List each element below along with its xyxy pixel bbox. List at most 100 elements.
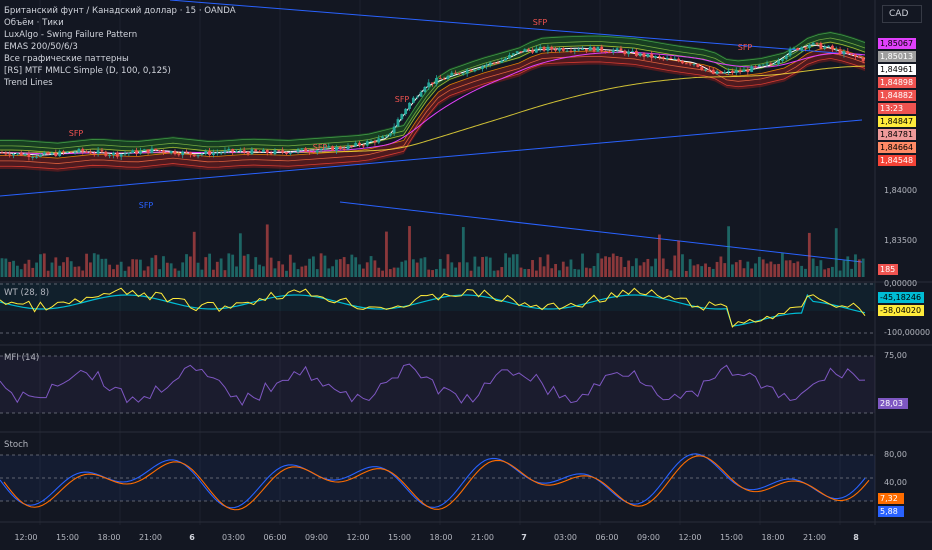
- volume-bar: [458, 262, 461, 277]
- volume-bar: [669, 270, 673, 277]
- candle-body: [142, 149, 146, 151]
- volume-bar: [269, 257, 273, 277]
- volume-bar: [554, 264, 557, 277]
- candle-body: [435, 77, 438, 84]
- time-axis-label: 21:00: [138, 533, 163, 542]
- volume-bar: [546, 254, 550, 277]
- candle-body: [4, 152, 8, 155]
- volume-bar: [200, 269, 204, 277]
- candle-body: [404, 108, 408, 115]
- candle-body: [131, 150, 135, 153]
- candle-body: [454, 72, 458, 74]
- candle-body: [757, 64, 761, 67]
- candle-body: [542, 46, 546, 51]
- candle-body: [788, 48, 792, 56]
- candle-body: [485, 64, 488, 67]
- volume-bar: [861, 258, 865, 277]
- volume-bar: [711, 268, 715, 277]
- candle-body: [173, 150, 177, 155]
- volume-bar: [842, 260, 846, 277]
- candle-body: [446, 75, 450, 79]
- candle-body: [611, 50, 615, 53]
- volume-bar: [185, 254, 188, 277]
- volume-bar: [131, 259, 135, 277]
- volume-bar: [100, 258, 104, 277]
- candle-body: [69, 151, 73, 153]
- candle-body: [323, 146, 327, 150]
- candle-body: [42, 152, 46, 155]
- volume-bar: [246, 254, 250, 277]
- volume-bar: [346, 264, 350, 277]
- candle-body: [196, 154, 200, 157]
- candle-body: [811, 42, 815, 45]
- candle-body: [773, 63, 777, 65]
- candle-body: [677, 58, 681, 61]
- volume-bar: [385, 231, 388, 277]
- candle-body: [719, 71, 723, 74]
- candle-body: [373, 140, 377, 143]
- candle-body: [350, 145, 354, 147]
- candle-body: [242, 150, 246, 153]
- volume-bar: [404, 260, 408, 277]
- candle-body: [208, 151, 211, 156]
- candle-body: [546, 46, 550, 51]
- candle-body: [642, 53, 646, 57]
- candle-body: [292, 151, 296, 153]
- volume-bar: [262, 266, 265, 277]
- volume-bar: [273, 268, 277, 277]
- candle-body: [0, 152, 4, 154]
- candle-body: [100, 150, 104, 152]
- candle-body: [469, 69, 473, 72]
- candle-body: [112, 152, 115, 156]
- currency-selector[interactable]: CAD: [882, 5, 922, 23]
- candle-body: [838, 49, 842, 55]
- volume-bar: [815, 266, 819, 277]
- candle-body: [500, 60, 504, 63]
- candle-body: [600, 46, 604, 52]
- trend-line-up: [0, 119, 863, 197]
- candle-body: [62, 151, 65, 153]
- volume-bar: [0, 258, 4, 277]
- volume-bar: [292, 262, 296, 277]
- volume-bar: [696, 264, 700, 277]
- candle-body: [746, 69, 750, 72]
- wt-line-1: [0, 293, 866, 327]
- candle-body: [481, 66, 484, 69]
- candle-body: [365, 141, 369, 146]
- candle-body: [615, 48, 619, 51]
- volume-bar: [527, 269, 531, 277]
- volume-bar: [838, 270, 842, 277]
- candle-body: [27, 153, 31, 158]
- volume-bar: [792, 263, 796, 277]
- volume-bar: [315, 269, 319, 277]
- volume-bar: [438, 259, 442, 277]
- volume-bar: [742, 268, 746, 277]
- stoch-tag: 5,88: [878, 506, 904, 517]
- candle-body: [661, 57, 665, 59]
- volume-bar: [285, 270, 288, 277]
- wt-pane-label: WT (28, 8): [4, 288, 50, 298]
- candle-body: [85, 151, 88, 153]
- candle-body: [488, 62, 492, 65]
- volume-bar: [400, 261, 404, 277]
- volume-bar: [600, 258, 604, 277]
- candle-body: [627, 51, 631, 55]
- volume-bar: [323, 255, 327, 277]
- candle-body: [369, 140, 373, 142]
- volume-bar: [519, 267, 523, 277]
- candle-body: [819, 43, 823, 49]
- volume-bar: [619, 256, 623, 277]
- candle-body: [185, 151, 188, 153]
- volume-bar: [92, 253, 96, 277]
- volume-bar: [481, 257, 484, 277]
- wt-axis-label: -100,00000: [884, 328, 931, 337]
- volume-bar: [192, 231, 196, 277]
- candle-body: [165, 152, 169, 154]
- volume-bar: [35, 262, 38, 277]
- candle-body: [119, 153, 123, 157]
- volume-bar: [704, 263, 707, 277]
- volume-bar: [265, 224, 269, 277]
- candle-body: [335, 146, 338, 151]
- volume-bar: [707, 266, 711, 277]
